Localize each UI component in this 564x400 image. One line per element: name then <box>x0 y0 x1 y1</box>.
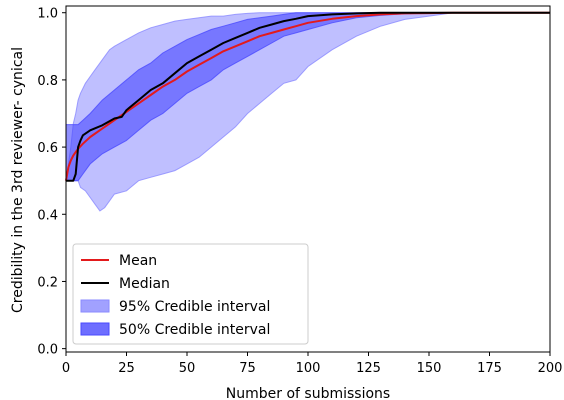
y-tick-label: 0.0 <box>37 343 58 358</box>
y-axis-ticks: 0.0 0.2 0.4 0.6 0.8 1.0 <box>37 7 66 358</box>
x-tick-label: 125 <box>356 361 381 376</box>
y-tick-label: 1.0 <box>37 7 58 22</box>
series-lines <box>65 11 550 182</box>
y-axis-label: Credibility in the 3rd reviewer- cynical <box>10 47 26 313</box>
legend-swatch-band <box>80 322 110 336</box>
x-axis-ticks: 0 25 50 75 100 125 150 175 200 <box>62 352 563 376</box>
y-tick-label: 0.6 <box>37 141 58 156</box>
x-tick-label: 150 <box>417 361 442 376</box>
y-tick-label: 0.8 <box>37 74 58 89</box>
legend-label: Median <box>119 276 170 292</box>
legend-label: Mean <box>119 253 157 269</box>
x-tick-label: 100 <box>296 361 321 376</box>
y-tick-label: 0.2 <box>37 275 58 290</box>
x-tick-label: 175 <box>477 361 502 376</box>
legend-label: 50% Credible interval <box>119 322 270 338</box>
x-axis-label: Number of submissions <box>226 386 390 400</box>
legend-swatch-band <box>80 299 110 313</box>
legend-label: 95% Credible interval <box>119 299 270 315</box>
legend-box <box>72 243 309 345</box>
legend: Mean Median 95% Credible interval 50% Credi… <box>72 243 309 345</box>
y-tick-label: 0.4 <box>37 208 58 223</box>
x-tick-label: 0 <box>62 361 70 376</box>
x-tick-label: 50 <box>179 361 196 376</box>
x-tick-label: 25 <box>118 361 135 376</box>
series-line-median <box>66 11 550 182</box>
x-tick-label: 200 <box>538 361 563 376</box>
x-tick-label: 75 <box>239 361 256 376</box>
